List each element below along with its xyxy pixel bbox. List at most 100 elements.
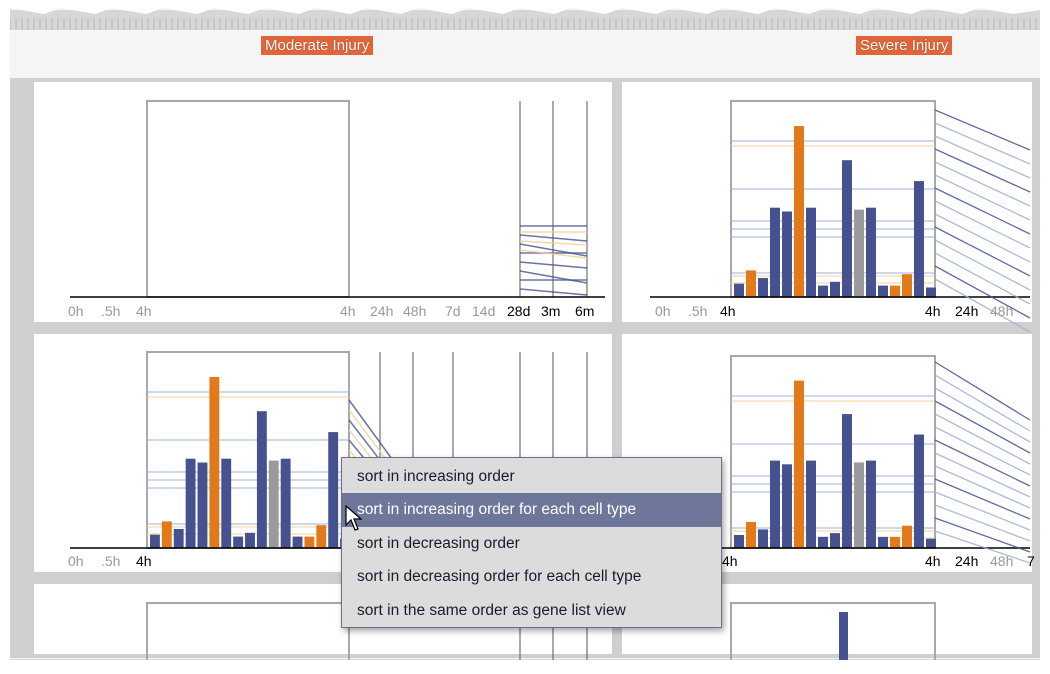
axis-tick-label: 4h xyxy=(720,303,736,319)
menu-item-sort-decreasing[interactable]: sort in decreasing order xyxy=(357,534,520,552)
panel-cell xyxy=(34,82,612,322)
axis-tick-label: 48h xyxy=(990,553,1013,569)
moderate-mid-bar xyxy=(185,458,196,548)
axis-tick-label: 7 xyxy=(1027,553,1035,569)
moderate-mid-bar xyxy=(292,536,303,548)
gene-trend-line xyxy=(934,400,1031,454)
gene-trend-line xyxy=(934,265,1031,319)
severe-mid-bar xyxy=(758,529,768,548)
partial-bar xyxy=(839,612,848,662)
severe-mid-bar xyxy=(794,380,804,548)
axis-tick-label: 24h xyxy=(955,303,978,319)
moderate-mid-bar xyxy=(245,532,255,548)
gene-trend-line xyxy=(934,530,1031,564)
severe-top-bar xyxy=(842,160,852,297)
moderate-mid-bar xyxy=(197,462,208,548)
moderate-mid-bar xyxy=(233,536,244,548)
gene-trend-line xyxy=(519,234,588,242)
severe-top-bar xyxy=(866,207,876,297)
gene-trend-line xyxy=(934,122,1031,165)
moderate-mid-bar xyxy=(150,534,160,548)
moderate-mid-bar xyxy=(316,525,327,548)
axis-tick-label: 0h xyxy=(68,303,84,319)
severe-mid-bar xyxy=(902,525,912,548)
severe-mid-bar xyxy=(878,536,888,548)
axis-tick-label: 4h xyxy=(340,303,356,319)
gene-trend-line xyxy=(934,439,1031,487)
axis-tick-label: 48h xyxy=(990,303,1013,319)
severe-mid-bar xyxy=(818,536,828,548)
gene-trend-line xyxy=(934,361,1031,421)
mouse-pointer-icon xyxy=(345,505,363,531)
axis-tick-label: 14d xyxy=(472,303,495,319)
severe-top-bar xyxy=(830,281,840,297)
axis-tick-label: 4h xyxy=(722,553,738,569)
severe-top-bar xyxy=(818,285,828,297)
axis-tick-label: 4h xyxy=(136,303,152,319)
severe-top-bar xyxy=(914,181,924,297)
axis-tick-label: 0h xyxy=(68,553,84,569)
severe-top-bar xyxy=(926,287,936,297)
gene-trend-line xyxy=(934,517,1031,553)
severe-mid-bar xyxy=(890,536,900,548)
gene-trend-line xyxy=(934,239,1031,291)
severe-top-bar xyxy=(878,285,888,297)
severe-top-bar xyxy=(746,270,756,297)
sort-context-menu: sort in increasing order sort in increas… xyxy=(341,457,722,628)
moderate-mid-bar xyxy=(173,529,184,548)
axis-tick-label: 0h xyxy=(655,303,671,319)
gene-trend-line xyxy=(934,452,1031,498)
gene-trend-line xyxy=(934,387,1031,443)
severe-mid-bar xyxy=(734,534,744,548)
gene-trend-line xyxy=(934,478,1031,520)
gene-trend-line xyxy=(934,187,1031,235)
axis-tick-label: 48h xyxy=(403,303,426,319)
severe-top-bar xyxy=(806,207,816,297)
moderate-mid-bar xyxy=(268,460,279,548)
gene-trend-line xyxy=(934,426,1031,476)
menu-item-sort-same-as-gene-list[interactable]: sort in the same order as gene list view xyxy=(357,601,626,619)
menu-item-sort-increasing[interactable]: sort in increasing order xyxy=(357,468,515,485)
severe-mid-bar xyxy=(926,538,936,548)
gene-trend-line xyxy=(934,161,1031,207)
gene-trend-line xyxy=(519,288,588,296)
severe-mid-bar xyxy=(806,460,816,548)
gene-trend-line xyxy=(934,148,1031,193)
moderate-mid-bar xyxy=(209,377,220,548)
axis-tick-label: 28d xyxy=(507,303,530,319)
gene-trend-line xyxy=(934,200,1031,249)
gene-trend-line xyxy=(934,278,1031,333)
gene-trend-line xyxy=(519,261,588,269)
gene-trend-line xyxy=(934,491,1031,531)
moderate-injury-label: Moderate Injury xyxy=(261,36,374,55)
severe-top-bar xyxy=(734,283,744,297)
moderate-mid-bar xyxy=(304,536,315,548)
axis-tick-label: 7d xyxy=(445,303,461,319)
severe-mid-bar xyxy=(770,460,780,548)
gene-trend-line xyxy=(934,135,1031,179)
gene-trend-line xyxy=(519,240,588,246)
gene-trend-line xyxy=(519,249,588,259)
moderate-mid-bar xyxy=(221,458,232,548)
menu-item-sort-increasing-per-cell-type[interactable]: sort in increasing order for each cell t… xyxy=(342,493,721,527)
axis-tick-label: 4h xyxy=(925,553,941,569)
severe-top-bar xyxy=(758,278,768,297)
axis-tick-label: .5h xyxy=(688,303,707,319)
axis-tick-label: 3m xyxy=(541,303,560,319)
severe-top-bar xyxy=(902,274,912,297)
gene-trend-line xyxy=(934,504,1031,542)
moderate-mid-bar xyxy=(280,458,291,548)
severe-mid-bar xyxy=(830,533,840,548)
severe-mid-bar xyxy=(914,434,924,548)
severe-mid-bar xyxy=(866,460,876,548)
gene-trend-line xyxy=(934,413,1031,465)
menu-item-sort-decreasing-per-cell-type[interactable]: sort in decreasing order for each cell t… xyxy=(357,568,642,586)
moderate-mid-bar xyxy=(161,521,172,548)
gene-trend-line xyxy=(934,252,1031,305)
axis-tick-label: .5h xyxy=(101,303,120,319)
severe-mid-bar xyxy=(842,414,852,548)
axis-tick-label: 24h xyxy=(955,553,978,569)
severe-mid-bar xyxy=(746,521,756,548)
axis-tick-label: 4h xyxy=(136,553,152,569)
axis-tick-label: 24h xyxy=(370,303,393,319)
